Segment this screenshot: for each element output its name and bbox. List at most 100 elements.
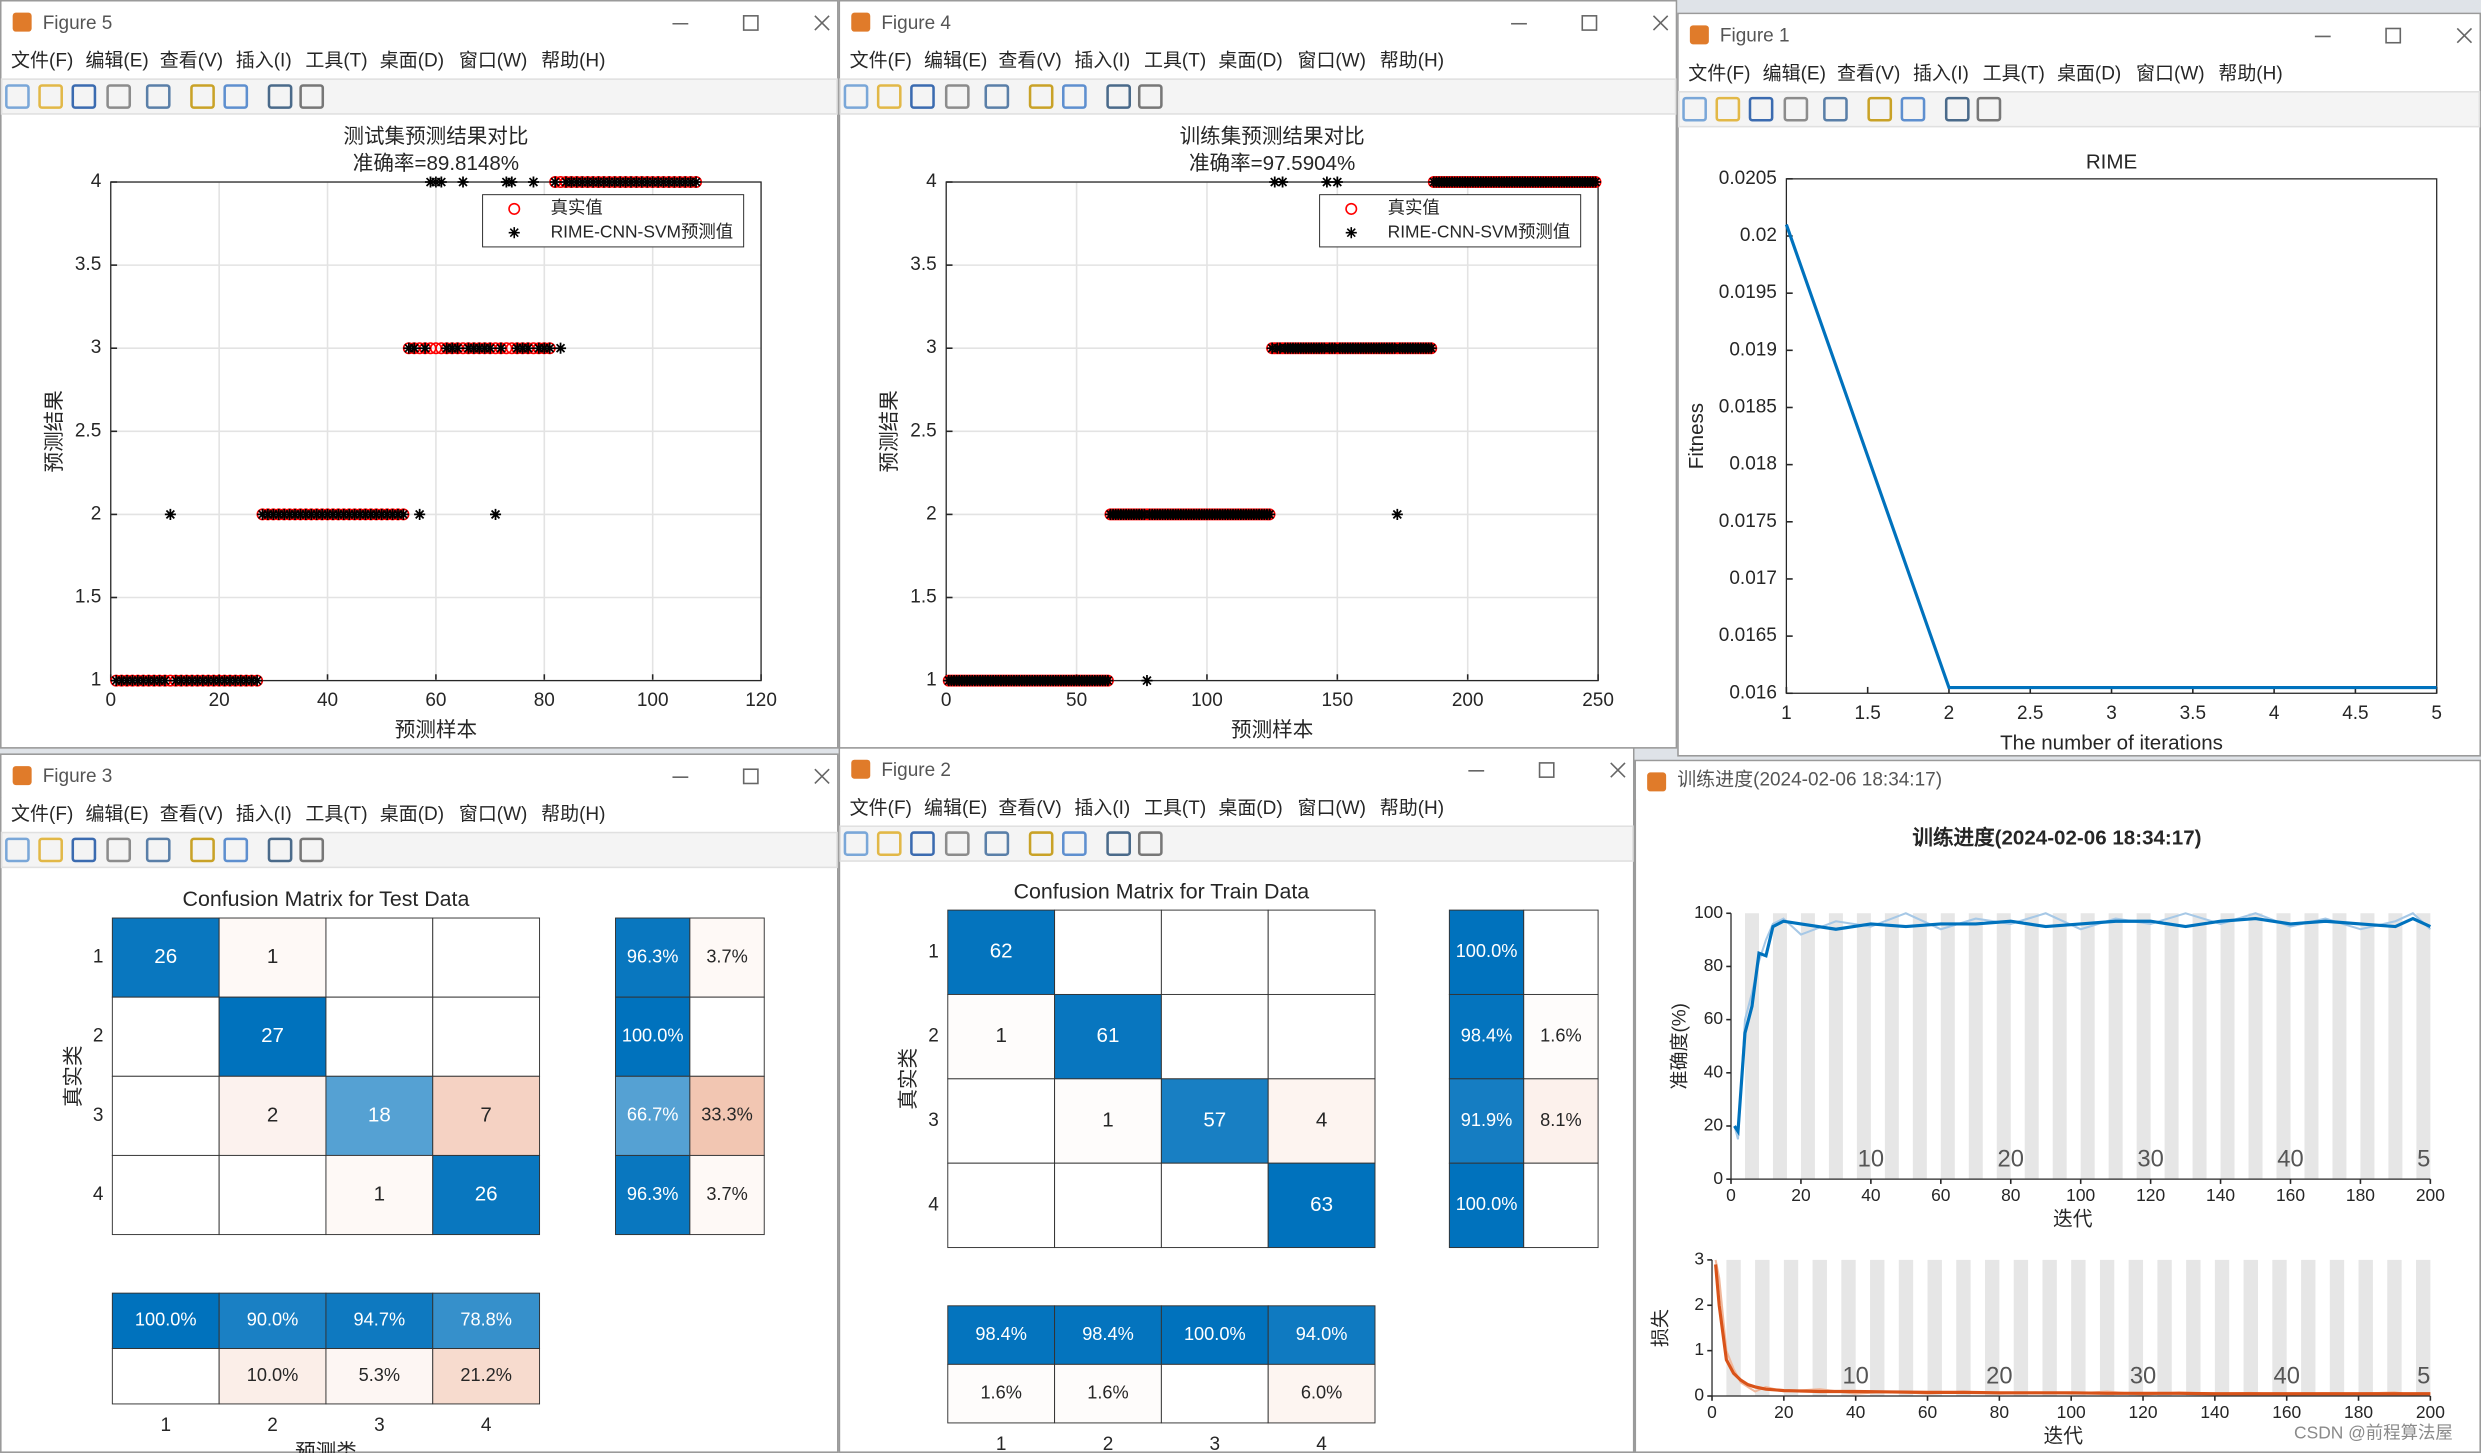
menu-item[interactable]: 工具(T) bbox=[305, 51, 367, 72]
toolbar-icon[interactable] bbox=[1900, 96, 1926, 122]
toolbar-icon[interactable] bbox=[38, 84, 63, 109]
close-button[interactable] bbox=[1610, 762, 1626, 778]
close-button[interactable] bbox=[1652, 15, 1669, 31]
y-tick-label: 0.018 bbox=[1729, 454, 1777, 475]
toolbar-icon[interactable] bbox=[1783, 96, 1809, 122]
toolbar-icon[interactable] bbox=[106, 837, 132, 863]
toolbar-icon[interactable] bbox=[1062, 84, 1087, 109]
toolbar-icon[interactable] bbox=[190, 837, 215, 863]
toolbar-icon[interactable] bbox=[1106, 84, 1132, 109]
menu-item[interactable]: 帮助(H) bbox=[541, 803, 605, 825]
menu-item[interactable]: 编辑(E) bbox=[85, 803, 148, 825]
toolbar-icon[interactable] bbox=[1028, 84, 1054, 109]
menu-item[interactable]: 桌面(D) bbox=[2057, 62, 2121, 84]
menu-item[interactable]: 桌面(D) bbox=[380, 50, 444, 72]
toolbar-icon[interactable] bbox=[190, 84, 215, 109]
menu-item[interactable]: 帮助(H) bbox=[1380, 50, 1444, 72]
menu-item[interactable]: 插入(I) bbox=[1074, 50, 1130, 72]
close-button[interactable] bbox=[2456, 27, 2473, 44]
toolbar-icon[interactable] bbox=[910, 831, 935, 856]
menu-item[interactable]: 桌面(D) bbox=[1218, 797, 1282, 819]
menu-item[interactable]: 插入(I) bbox=[1074, 797, 1130, 819]
toolbar-icon[interactable] bbox=[944, 831, 970, 856]
toolbar-icon[interactable] bbox=[5, 837, 30, 863]
menu-item[interactable]: 桌面(D) bbox=[1218, 50, 1282, 72]
toolbar-icon[interactable] bbox=[1944, 96, 1970, 122]
maximize-button[interactable] bbox=[742, 768, 759, 785]
toolbar-icon[interactable] bbox=[299, 84, 325, 109]
toolbar-icon[interactable] bbox=[944, 84, 970, 109]
toolbar-icon[interactable] bbox=[843, 84, 869, 109]
toolbar-icon[interactable] bbox=[223, 84, 249, 109]
menu-item[interactable]: 插入(I) bbox=[236, 50, 292, 72]
menu-item[interactable]: 帮助(H) bbox=[541, 50, 605, 72]
menu-item[interactable]: 窗口(W) bbox=[1297, 50, 1366, 72]
menu-item[interactable]: 查看(V) bbox=[160, 803, 223, 825]
toolbar-icon[interactable] bbox=[1137, 831, 1163, 856]
toolbar-icon[interactable] bbox=[1106, 831, 1132, 856]
close-button[interactable] bbox=[814, 768, 830, 785]
menu-item[interactable]: 查看(V) bbox=[1837, 62, 1900, 84]
toolbar-icon[interactable] bbox=[1682, 96, 1707, 122]
toolbar-icon[interactable] bbox=[1137, 84, 1163, 109]
menu-item[interactable]: 文件(F) bbox=[11, 803, 73, 825]
toolbar-icon[interactable] bbox=[267, 837, 293, 863]
toolbar-icon[interactable] bbox=[984, 831, 1010, 856]
maximize-button[interactable] bbox=[1581, 15, 1598, 31]
toolbar-icon[interactable] bbox=[145, 837, 171, 863]
toolbar-icon[interactable] bbox=[843, 831, 869, 856]
toolbar-icon[interactable] bbox=[1823, 96, 1848, 122]
menu-item[interactable]: 编辑(E) bbox=[85, 50, 148, 72]
menu-item[interactable]: 文件(F) bbox=[1688, 62, 1750, 84]
toolbar-icon[interactable] bbox=[910, 84, 935, 109]
toolbar-icon[interactable] bbox=[1028, 831, 1054, 856]
epoch-band bbox=[2157, 1259, 2172, 1397]
toolbar-icon[interactable] bbox=[106, 84, 132, 109]
toolbar-icon[interactable] bbox=[1715, 96, 1741, 122]
menu-item[interactable]: 窗口(W) bbox=[459, 50, 528, 72]
menu-item[interactable]: 编辑(E) bbox=[1763, 62, 1826, 84]
toolbar-icon[interactable] bbox=[876, 831, 902, 856]
menu-item[interactable]: 工具(T) bbox=[1144, 798, 1206, 819]
toolbar-icon[interactable] bbox=[1867, 96, 1893, 122]
menu-item[interactable]: 查看(V) bbox=[998, 797, 1061, 819]
menu-item[interactable]: 文件(F) bbox=[850, 50, 912, 72]
toolbar-icon[interactable] bbox=[5, 84, 30, 109]
toolbar-icon[interactable] bbox=[223, 837, 249, 863]
maximize-button[interactable] bbox=[1538, 762, 1555, 778]
toolbar-icon[interactable] bbox=[876, 84, 902, 109]
menu-item[interactable]: 帮助(H) bbox=[1380, 797, 1444, 819]
empty-cell bbox=[1160, 909, 1269, 995]
menu-item[interactable]: 查看(V) bbox=[160, 50, 223, 72]
menu-item[interactable]: 编辑(E) bbox=[924, 50, 987, 72]
maximize-button[interactable] bbox=[2385, 27, 2402, 44]
menu-item[interactable]: 窗口(W) bbox=[2136, 62, 2205, 84]
toolbar-icon[interactable] bbox=[1976, 96, 2002, 122]
menu-item[interactable]: 帮助(H) bbox=[2218, 62, 2282, 84]
menu-item[interactable]: 文件(F) bbox=[850, 797, 912, 819]
menu-item[interactable]: 查看(V) bbox=[998, 50, 1061, 72]
toolbar-icon[interactable] bbox=[1748, 96, 1774, 122]
menu-item[interactable]: 窗口(W) bbox=[1297, 797, 1366, 819]
menu-item[interactable]: 窗口(W) bbox=[459, 803, 528, 825]
toolbar-icon[interactable] bbox=[299, 837, 325, 863]
toolbar-icon[interactable] bbox=[1062, 831, 1087, 856]
toolbar-icon[interactable] bbox=[267, 84, 293, 109]
menu-item[interactable]: 编辑(E) bbox=[924, 797, 987, 819]
menu-item[interactable]: 工具(T) bbox=[1983, 63, 2045, 84]
x-tick-label: 160 bbox=[2276, 1185, 2305, 1205]
menu-item[interactable]: 插入(I) bbox=[1913, 62, 1969, 84]
maximize-button[interactable] bbox=[742, 15, 759, 31]
menu-item[interactable]: 工具(T) bbox=[1144, 51, 1206, 72]
menu-item[interactable]: 桌面(D) bbox=[380, 803, 444, 825]
menu-item[interactable]: 工具(T) bbox=[305, 804, 367, 825]
toolbar-icon[interactable] bbox=[145, 84, 171, 109]
close-button[interactable] bbox=[814, 15, 830, 31]
menu-item[interactable]: 文件(F) bbox=[11, 50, 73, 72]
menu-item[interactable]: 插入(I) bbox=[236, 803, 292, 825]
toolbar-icon[interactable] bbox=[71, 837, 97, 863]
toolbar-icon[interactable] bbox=[984, 84, 1010, 109]
toolbar-icon[interactable] bbox=[38, 837, 63, 863]
toolbar-icon[interactable] bbox=[71, 84, 97, 109]
